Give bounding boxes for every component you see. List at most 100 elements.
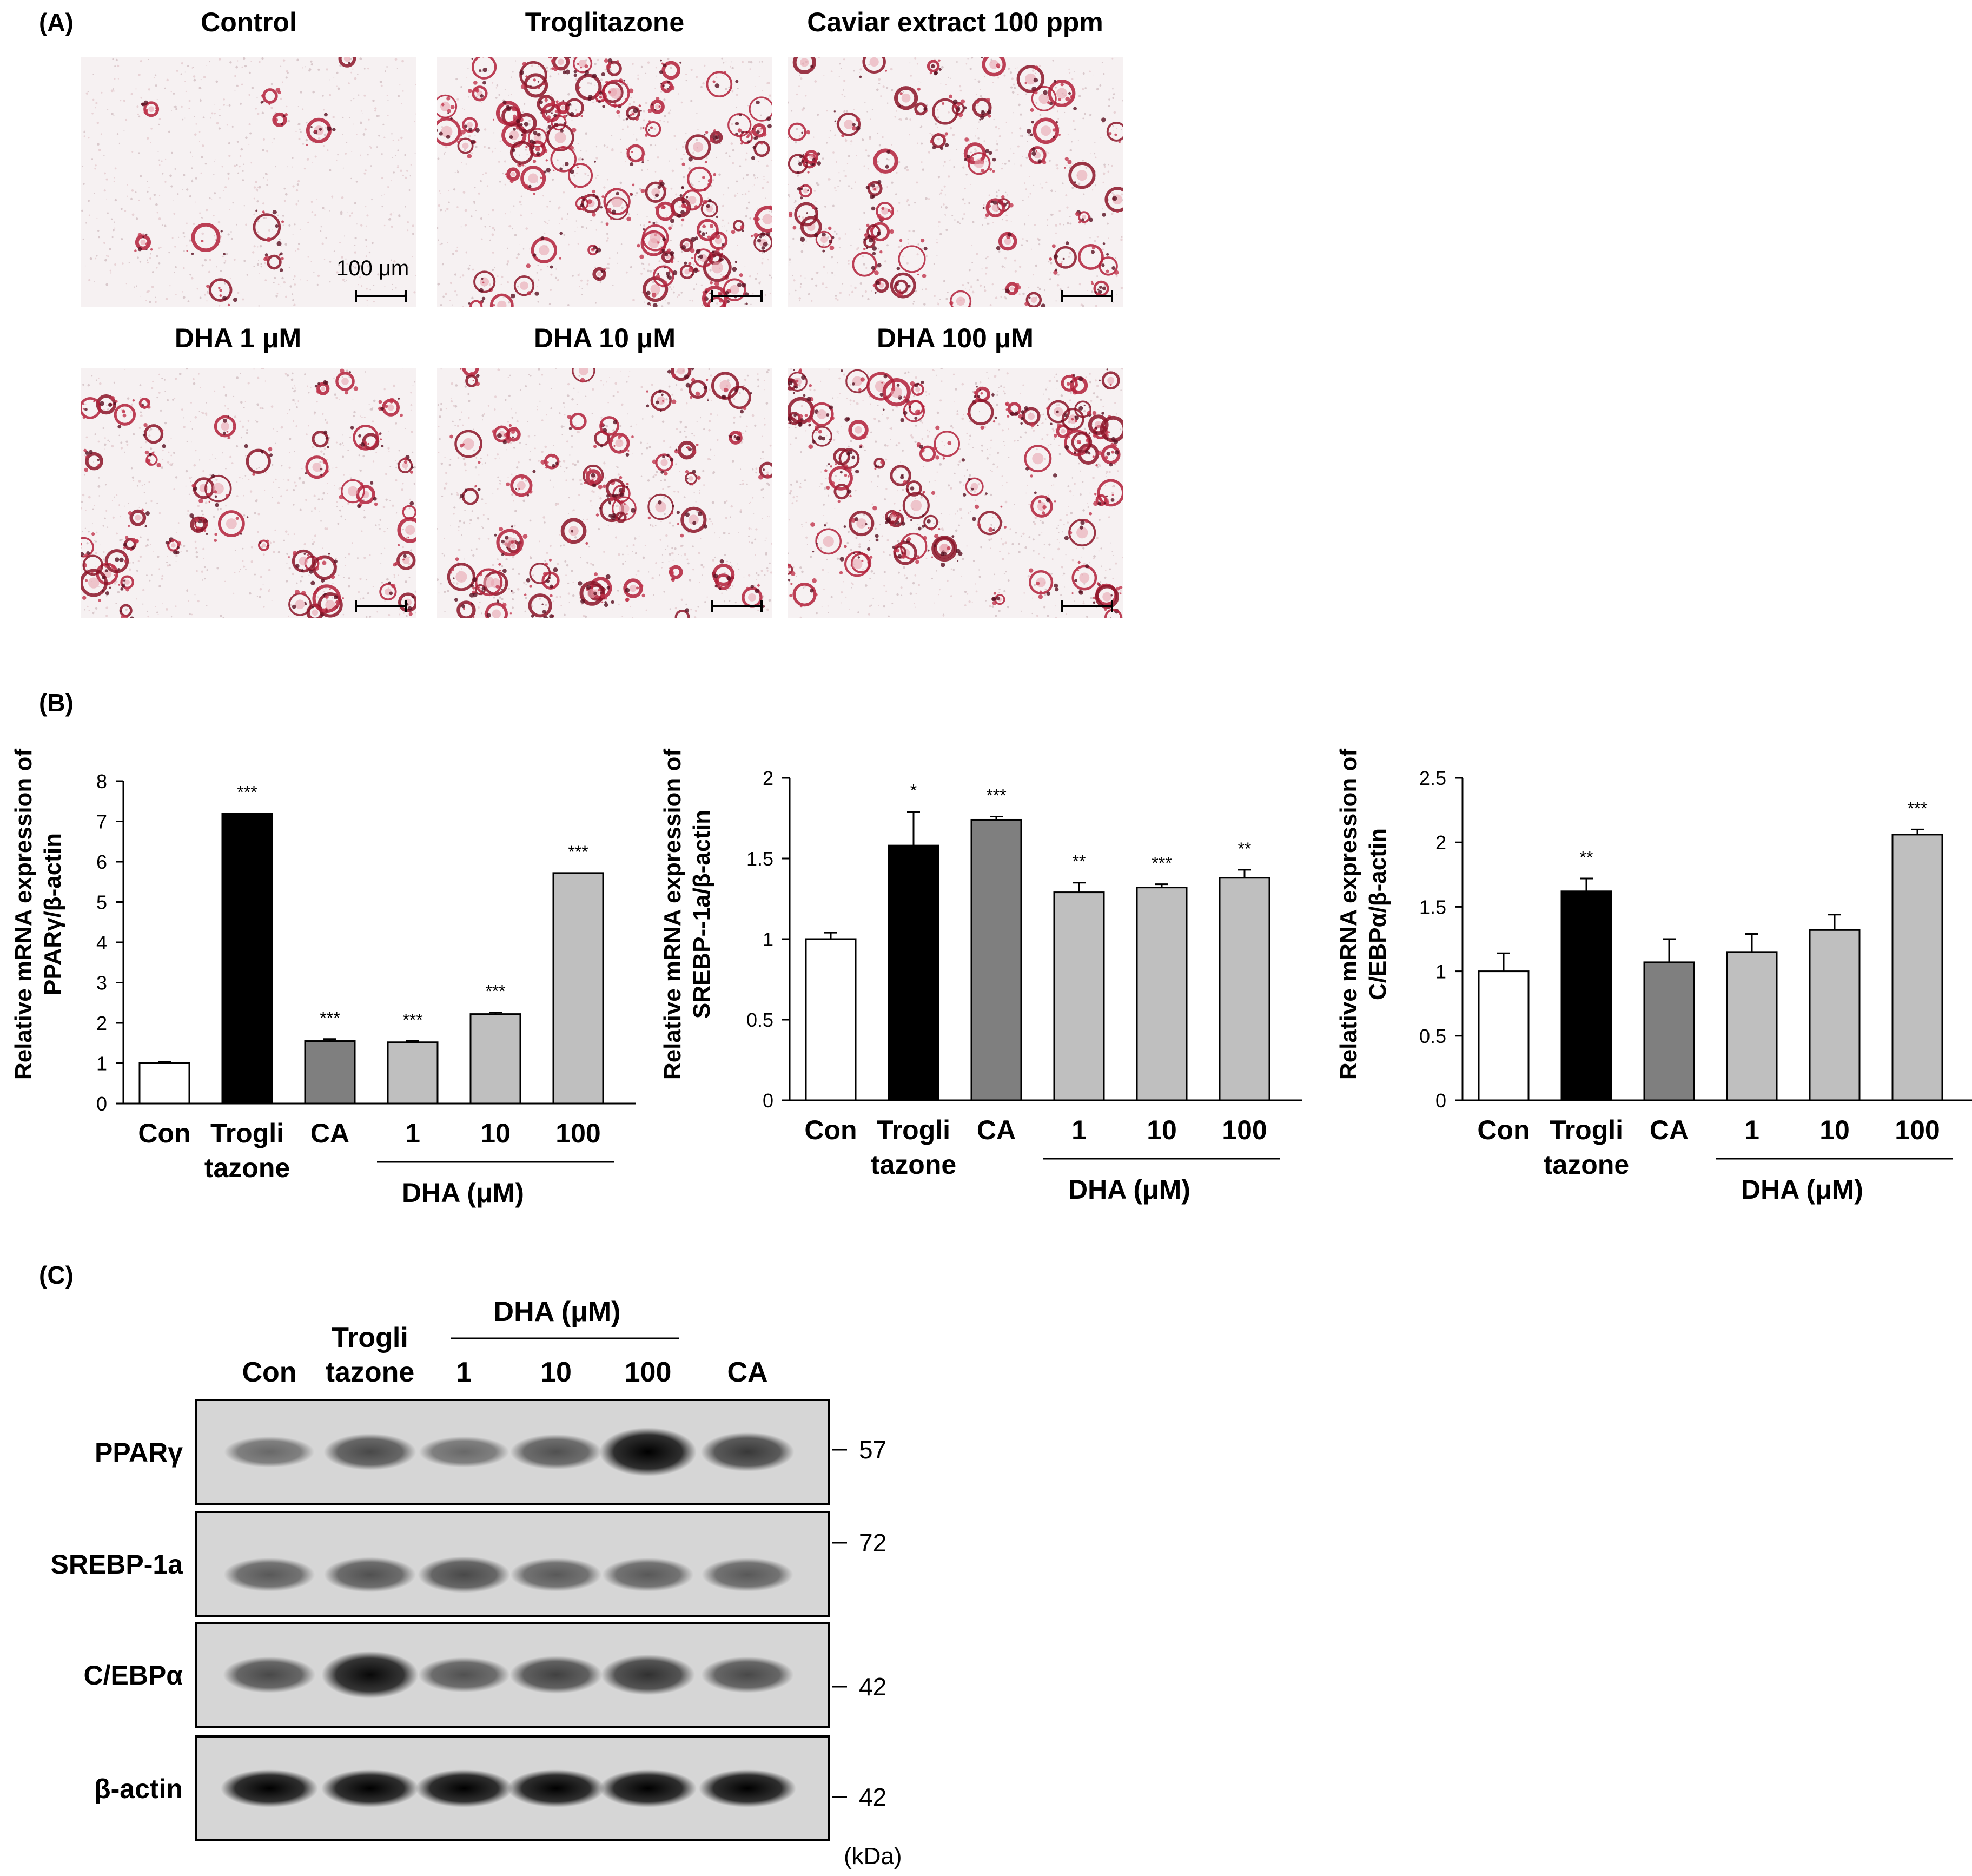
background-speck (414, 121, 415, 122)
background-speck (710, 185, 712, 187)
lipid-dot (130, 549, 133, 552)
background-speck (123, 451, 125, 453)
background-speck (499, 141, 501, 142)
background-speck (654, 525, 657, 526)
lipid-dot (671, 373, 676, 378)
background-speck (1068, 255, 1070, 258)
background-speck (698, 552, 700, 554)
background-speck (935, 123, 937, 125)
lipid-dot (1097, 288, 1100, 291)
lipid-dot (871, 266, 876, 270)
background-speck (902, 256, 904, 257)
background-speck (222, 255, 224, 258)
background-speck (231, 462, 234, 465)
lipid-dot (658, 105, 661, 108)
lipid-dot (220, 230, 223, 233)
background-speck (563, 460, 566, 463)
background-speck (451, 382, 454, 385)
background-speck (379, 81, 382, 83)
background-speck (333, 377, 335, 379)
background-speck (317, 68, 320, 71)
background-speck (158, 512, 161, 514)
background-speck (370, 147, 372, 149)
lipid-dot (584, 64, 588, 69)
lipid-droplet (732, 220, 745, 232)
background-speck (764, 389, 765, 391)
lipid-dot (684, 374, 689, 379)
lipid-dot (1091, 246, 1095, 250)
lipid-dot (864, 233, 868, 237)
lipid-dot (899, 239, 903, 242)
lipid-dot (690, 248, 695, 253)
lipid-dot (593, 246, 597, 250)
lipid-dot (817, 161, 822, 166)
background-speck (250, 546, 253, 549)
background-speck (471, 152, 473, 155)
background-speck (154, 296, 156, 299)
lipid-dot (325, 381, 329, 385)
background-speck (720, 379, 721, 381)
lipid-dot (627, 450, 630, 452)
lipid-droplet (509, 141, 534, 165)
background-speck (1006, 194, 1008, 196)
background-speck (487, 538, 490, 540)
background-speck (719, 97, 721, 99)
background-speck (248, 479, 250, 481)
lipid-dot (985, 213, 989, 217)
lipid-dot (705, 290, 707, 293)
lipid-droplet (870, 222, 890, 242)
lipid-dot (574, 186, 577, 189)
background-speck (699, 582, 700, 584)
lipid-dot (685, 512, 690, 517)
lipid-droplet-core (1030, 296, 1037, 303)
lipid-dot (640, 110, 642, 112)
background-speck (1085, 167, 1088, 169)
background-speck (198, 459, 201, 461)
background-speck (620, 582, 622, 584)
background-speck (100, 544, 102, 546)
background-speck (1056, 110, 1058, 113)
lipid-dot (670, 219, 675, 223)
background-speck (641, 262, 643, 265)
background-speck (469, 523, 471, 524)
lipid-dot (922, 274, 927, 278)
lipid-dot (611, 440, 614, 442)
background-speck (229, 61, 232, 64)
background-speck (113, 180, 115, 182)
lipid-dot (568, 58, 570, 61)
background-speck (354, 77, 357, 80)
background-speck (384, 286, 386, 287)
background-speck (757, 574, 760, 577)
background-speck (109, 269, 111, 272)
background-speck (366, 288, 368, 290)
background-speck (581, 226, 584, 228)
background-speck (139, 397, 141, 399)
lipid-dot (920, 239, 925, 243)
background-speck (1022, 292, 1025, 295)
background-speck (594, 266, 597, 269)
background-speck (281, 465, 283, 467)
background-speck (733, 416, 736, 419)
lipid-dot (800, 188, 803, 190)
background-speck (689, 579, 692, 582)
background-speck (581, 294, 583, 295)
background-speck (236, 223, 237, 226)
background-speck (333, 77, 335, 78)
background-speck (1020, 113, 1022, 116)
background-speck (540, 268, 542, 271)
background-speck (671, 393, 674, 396)
background-speck (696, 138, 698, 141)
lipid-dot (97, 458, 100, 461)
background-speck (335, 397, 338, 399)
lipid-dot (293, 553, 295, 556)
background-speck (867, 154, 870, 157)
lipid-dot (625, 597, 630, 602)
background-speck (646, 447, 648, 450)
background-speck (485, 172, 487, 174)
background-speck (578, 375, 580, 377)
background-speck (661, 567, 663, 569)
background-speck (462, 108, 464, 109)
background-speck (1005, 121, 1007, 123)
background-speck (406, 170, 408, 172)
background-speck (157, 151, 159, 153)
